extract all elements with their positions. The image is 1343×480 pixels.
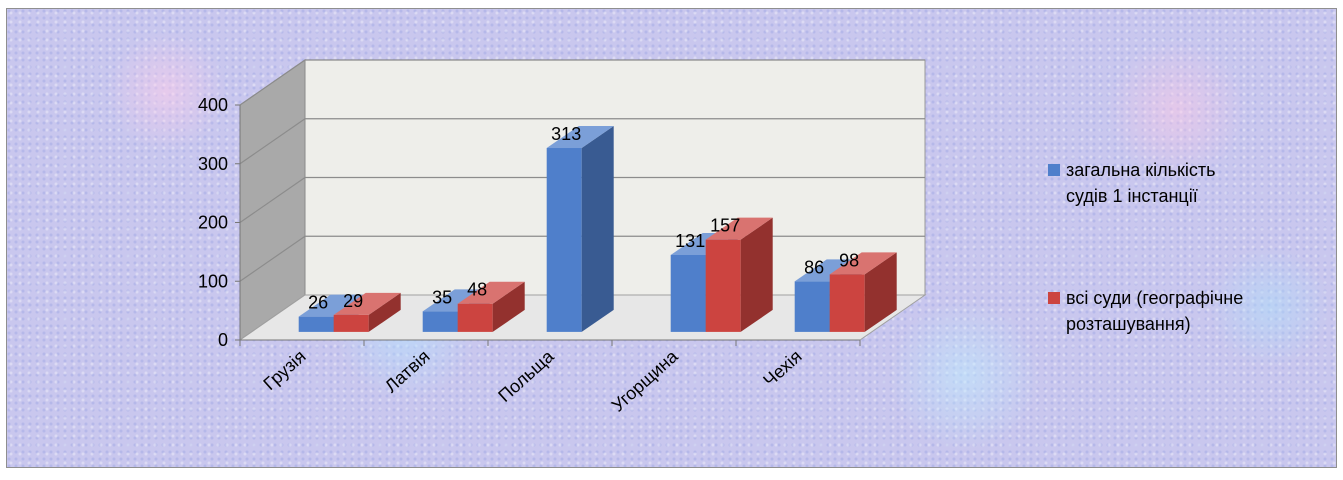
bar-front (670, 254, 706, 332)
legend-label-line: всі суди (географічне (1066, 288, 1243, 308)
legend-label-line: розташування) (1066, 314, 1191, 334)
bar-side (581, 126, 614, 332)
bar-front (705, 239, 741, 332)
x-tick-label: Латвія (381, 346, 434, 396)
y-axis: 0 100 200 300 400 (198, 95, 241, 350)
data-label: 29 (343, 291, 363, 311)
bar-front (333, 314, 369, 332)
gridline (239, 118, 925, 165)
x-tick-label: Чехія (759, 346, 805, 391)
bar-front (794, 281, 830, 332)
bars (298, 126, 897, 332)
bar-front (829, 274, 865, 332)
data-label: 86 (804, 257, 824, 277)
bar-front (457, 303, 493, 332)
legend-item: загальна кількість судів 1 інстанції (1048, 160, 1216, 206)
data-label: 157 (710, 216, 740, 236)
bar-side (368, 292, 401, 332)
data-label: 35 (432, 287, 452, 307)
y-tick-label: 400 (198, 95, 228, 115)
y-tick-label: 100 (198, 271, 228, 291)
gridline (239, 59, 925, 106)
legend-label-line: судів 1 інстанції (1066, 186, 1198, 206)
y-tick-label: 300 (198, 154, 228, 174)
legend: загальна кількість судів 1 інстанції всі с… (1048, 160, 1243, 334)
data-label: 26 (308, 293, 328, 313)
legend-label: всі суди (географічне розташування) (1066, 288, 1243, 334)
data-label: 131 (675, 231, 705, 251)
legend-item: всі суди (географічне розташування) (1048, 288, 1243, 334)
bar-side (740, 217, 773, 332)
bar (333, 292, 401, 332)
x-axis: Грузія Латвія Польща Угорщина Чехія (239, 339, 861, 416)
bar-side (864, 252, 897, 332)
bar (829, 252, 897, 332)
bar (546, 126, 614, 332)
legend-label-line: загальна кількість (1066, 160, 1216, 180)
data-label: 313 (551, 124, 581, 144)
bar-front (546, 148, 582, 332)
legend-swatch (1048, 292, 1060, 304)
legend-swatch (1048, 164, 1060, 176)
bar-top (705, 217, 773, 240)
gridline (239, 176, 925, 223)
bar-front (298, 316, 334, 332)
bar-top (829, 252, 897, 275)
x-tick-label: Угорщина (608, 345, 683, 415)
data-label: 98 (839, 250, 859, 270)
bar-top (546, 126, 614, 149)
y-tick-label: 200 (198, 213, 228, 233)
bar-front (422, 311, 458, 332)
data-label: 48 (467, 280, 487, 300)
bar-top (298, 294, 366, 317)
bar-top (457, 281, 525, 304)
x-tick-label: Грузія (259, 346, 309, 394)
y-tick-label: 0 (218, 330, 228, 350)
bar-side (492, 281, 525, 332)
bar (705, 217, 773, 332)
bar-top (333, 292, 401, 315)
bar (457, 281, 525, 332)
x-tick-label: Польща (494, 345, 558, 406)
legend-label: загальна кількість судів 1 інстанції (1066, 160, 1216, 206)
